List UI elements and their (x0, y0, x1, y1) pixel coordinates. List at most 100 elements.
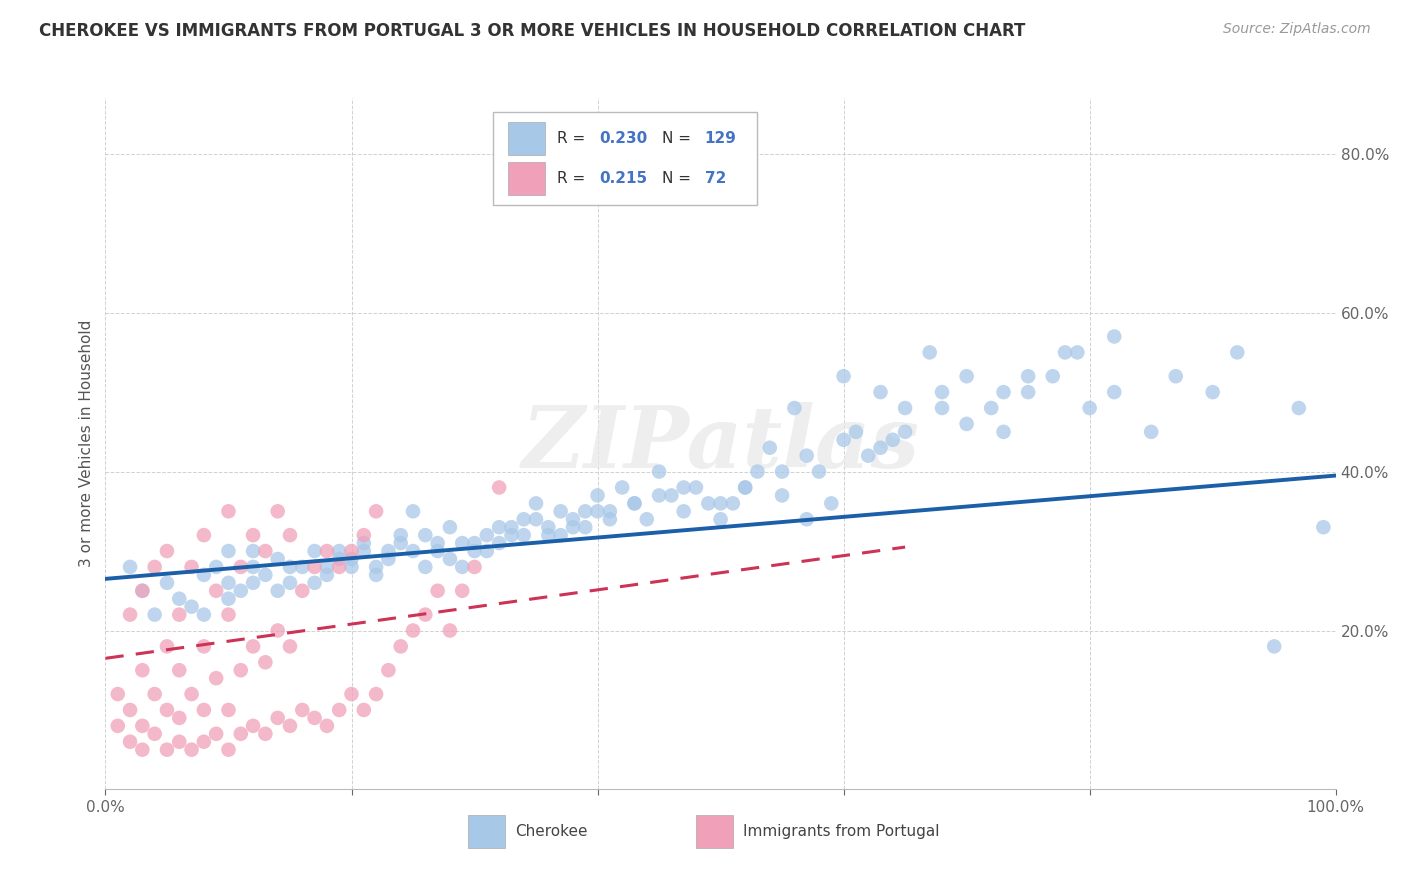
Point (107, 687, 129, 701)
Point (402, 544, 425, 558)
Point (537, 528, 560, 542)
Point (770, 488, 793, 502)
Point (586, 488, 609, 502)
Point (267, 504, 290, 518)
Point (623, 496, 645, 510)
Point (464, 560, 486, 574)
Point (413, 528, 436, 542)
Point (956, 417, 979, 431)
Point (193, 607, 215, 622)
Point (267, 711, 290, 725)
Point (267, 583, 290, 598)
Point (586, 504, 609, 518)
Point (169, 711, 191, 725)
Point (120, 735, 141, 749)
Point (475, 544, 498, 558)
Point (169, 607, 191, 622)
Point (254, 655, 277, 669)
Point (402, 504, 425, 518)
Point (1164, 369, 1187, 384)
Point (340, 560, 363, 574)
Point (1054, 345, 1077, 359)
Point (242, 719, 264, 733)
Point (218, 591, 240, 606)
Point (796, 512, 818, 526)
Point (180, 560, 202, 574)
Point (562, 512, 585, 526)
Point (218, 607, 240, 622)
Point (820, 496, 842, 510)
Point (894, 401, 917, 415)
Point (770, 465, 793, 479)
Text: 129: 129 (704, 131, 737, 146)
Point (353, 544, 375, 558)
Point (1017, 369, 1039, 384)
Point (254, 544, 277, 558)
Point (156, 703, 179, 717)
Point (501, 528, 523, 542)
Point (328, 703, 350, 717)
Point (366, 687, 388, 701)
Point (242, 544, 264, 558)
Point (120, 560, 141, 574)
Point (242, 640, 264, 654)
Point (882, 433, 904, 447)
Point (513, 528, 536, 542)
Point (599, 504, 621, 518)
Point (1017, 385, 1039, 400)
Point (389, 640, 412, 654)
Point (413, 560, 436, 574)
Point (169, 735, 191, 749)
Point (747, 465, 769, 479)
Point (439, 552, 461, 566)
Point (291, 703, 314, 717)
Text: 0.215: 0.215 (599, 170, 647, 186)
Point (464, 544, 486, 558)
Point (402, 624, 425, 638)
Point (131, 583, 153, 598)
Point (340, 687, 363, 701)
Point (1202, 385, 1225, 400)
Point (218, 504, 240, 518)
Point (439, 520, 461, 534)
Point (304, 575, 326, 590)
Point (869, 385, 891, 400)
Point (315, 560, 337, 574)
Point (426, 536, 449, 550)
Point (636, 512, 658, 526)
Point (845, 425, 868, 439)
Point (143, 687, 166, 701)
Point (672, 504, 695, 518)
Text: R =: R = (557, 131, 591, 146)
Point (550, 504, 572, 518)
Point (574, 520, 596, 534)
Point (328, 552, 350, 566)
Point (1042, 369, 1064, 384)
Text: 72: 72 (704, 170, 725, 186)
Point (315, 567, 337, 582)
Point (451, 536, 474, 550)
FancyBboxPatch shape (494, 112, 758, 205)
Text: Cherokee: Cherokee (515, 824, 588, 839)
Point (193, 640, 215, 654)
Point (413, 607, 436, 622)
Point (377, 663, 399, 677)
Text: N =: N = (662, 170, 696, 186)
Point (918, 345, 941, 359)
Point (475, 528, 498, 542)
Point (156, 742, 179, 756)
Point (353, 703, 375, 717)
Point (143, 727, 166, 741)
Text: R =: R = (557, 170, 591, 186)
Point (648, 465, 671, 479)
Point (1078, 401, 1101, 415)
Point (1312, 520, 1334, 534)
Text: Immigrants from Portugal: Immigrants from Portugal (742, 824, 939, 839)
Point (278, 719, 301, 733)
Bar (508, 161, 544, 195)
Point (218, 575, 240, 590)
Point (242, 575, 264, 590)
Point (426, 583, 449, 598)
Point (291, 560, 314, 574)
Point (205, 583, 228, 598)
